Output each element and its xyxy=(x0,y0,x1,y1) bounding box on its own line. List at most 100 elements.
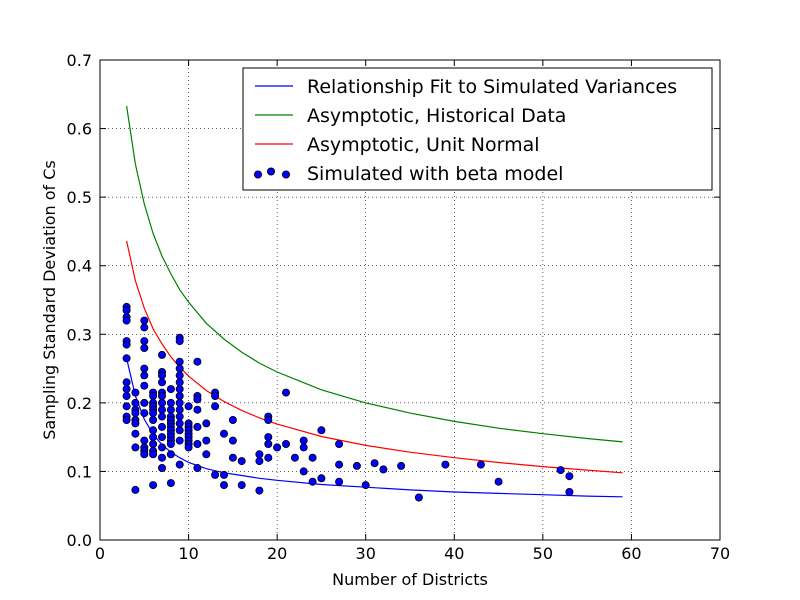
scatter-point xyxy=(379,465,388,474)
scatter-point xyxy=(281,388,290,397)
scatter-point xyxy=(228,453,237,462)
scatter-point xyxy=(219,481,228,490)
scatter-point xyxy=(565,472,574,481)
scatter-point xyxy=(131,485,140,494)
scatter-point xyxy=(202,419,211,428)
scatter-point xyxy=(131,398,140,407)
scatter-point xyxy=(122,415,131,424)
scatter-point xyxy=(193,395,202,404)
scatter-point xyxy=(290,453,299,462)
scatter-point xyxy=(140,409,149,418)
scatter-point xyxy=(157,350,166,359)
legend-entry-label: Simulated with beta model xyxy=(307,163,563,185)
scatter-point xyxy=(140,398,149,407)
scatter-point xyxy=(175,391,184,400)
scatter-point xyxy=(149,450,158,459)
scatter-point xyxy=(175,419,184,428)
scatter-point xyxy=(175,378,184,387)
y-tick-label: 0.3 xyxy=(67,325,92,344)
scatter-point xyxy=(157,443,166,452)
plot-area xyxy=(122,105,623,502)
scatter-point xyxy=(211,391,220,400)
axis-ticks: 0 10 20 30 40 50 60 70 0.0 0.1 0.2 0.3 0.4 0.5 0.6 0.7 xyxy=(67,51,731,563)
scatter-point xyxy=(397,461,406,470)
scatter-point xyxy=(237,457,246,466)
scatter-point xyxy=(166,450,175,459)
scatter-point xyxy=(122,340,131,349)
scatter-point xyxy=(131,419,140,428)
legend-box xyxy=(242,67,713,191)
scatter-point xyxy=(131,429,140,438)
scatter-point xyxy=(175,385,184,394)
scatter-point xyxy=(361,481,370,490)
scatter-point xyxy=(122,354,131,363)
scatter-point xyxy=(149,415,158,424)
scatter-point xyxy=(175,337,184,346)
x-tick-label: 0 xyxy=(95,544,105,563)
scatter-point xyxy=(476,460,485,469)
scatter-point xyxy=(175,364,184,373)
scatter-point xyxy=(122,391,131,400)
scatter-point xyxy=(166,398,175,407)
scatter-point xyxy=(149,426,158,435)
scatter-point xyxy=(175,426,184,435)
scatter-point xyxy=(140,343,149,352)
x-tick-label: 50 xyxy=(533,544,553,563)
scatter-point xyxy=(219,470,228,479)
scatter-point xyxy=(122,385,131,394)
scatter-point xyxy=(494,477,503,486)
legend-entry-label: Asymptotic, Unit Normal xyxy=(307,134,540,156)
scatter-point xyxy=(299,436,308,445)
scatter-point xyxy=(140,316,149,325)
scatter-point xyxy=(166,405,175,414)
scatter-point xyxy=(175,371,184,380)
scatter-point xyxy=(140,371,149,380)
scatter-point xyxy=(175,436,184,445)
scatter-point xyxy=(166,439,175,448)
y-axis-label: Sampling Standard Deviation of Cs xyxy=(40,160,59,439)
scatter-point xyxy=(140,450,149,459)
scatter-point xyxy=(255,486,264,495)
y-tick-label: 0.7 xyxy=(67,51,92,70)
scatter-point xyxy=(335,460,344,469)
x-tick-label: 30 xyxy=(356,544,376,563)
scatter-point xyxy=(157,412,166,421)
scatter-point xyxy=(255,450,264,459)
scatter-point xyxy=(211,470,220,479)
scatter-point xyxy=(237,481,246,490)
scatter-point xyxy=(414,493,423,502)
x-tick-label: 40 xyxy=(444,544,464,563)
scatter-point xyxy=(299,467,308,476)
scatter-point xyxy=(335,439,344,448)
scatter-point xyxy=(166,479,175,488)
scatter-point xyxy=(157,405,166,414)
x-axis-label: Number of Districts xyxy=(332,570,488,589)
scatter-point xyxy=(335,477,344,486)
x-tick-label: 10 xyxy=(178,544,198,563)
scatter-point xyxy=(193,463,202,472)
legend-swatch-marker xyxy=(281,170,290,179)
scatter-point xyxy=(193,439,202,448)
scatter-point xyxy=(264,439,273,448)
legend-swatch-marker xyxy=(253,170,262,179)
scatter-point xyxy=(140,381,149,390)
scatter-point xyxy=(149,433,158,442)
legend-swatch-marker xyxy=(266,167,275,176)
legend-entry-label: Asymptotic, Historical Data xyxy=(307,105,566,127)
scatter-point xyxy=(175,357,184,366)
scatter-point xyxy=(317,426,326,435)
scatter-point xyxy=(281,439,290,448)
scatter-point xyxy=(299,443,308,452)
scatter-point xyxy=(157,371,166,380)
scatter-point xyxy=(140,337,149,346)
scatter-point xyxy=(273,443,282,452)
scatter-point xyxy=(264,415,273,424)
scatter-point xyxy=(131,443,140,452)
y-tick-label: 0.6 xyxy=(67,120,92,139)
scatter-point xyxy=(308,453,317,462)
scatter-point xyxy=(157,398,166,407)
scatter-point xyxy=(193,357,202,366)
scatter-point xyxy=(264,453,273,462)
x-tick-label: 60 xyxy=(621,544,641,563)
